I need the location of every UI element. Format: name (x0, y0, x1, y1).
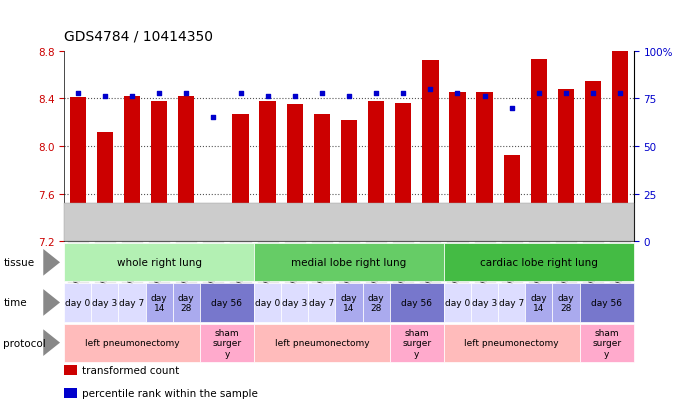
Bar (232, 114, 248, 242)
Point (398, 90, 409, 97)
Point (479, 94, 490, 100)
Text: day 0: day 0 (445, 298, 470, 307)
Point (126, 94, 138, 100)
Text: whole right lung: whole right lung (117, 258, 202, 268)
Bar (395, 104, 411, 242)
Point (262, 94, 273, 100)
Text: day
28: day 28 (558, 293, 574, 312)
Bar (530, 60, 547, 242)
Polygon shape (43, 249, 60, 276)
Text: day 7: day 7 (119, 298, 144, 307)
Text: left pneumonectomy: left pneumonectomy (84, 338, 179, 347)
Text: day 3: day 3 (472, 298, 497, 307)
Text: day 0: day 0 (65, 298, 91, 307)
Text: left pneumonectomy: left pneumonectomy (464, 338, 559, 347)
Text: day 3: day 3 (92, 298, 117, 307)
Bar (558, 90, 574, 242)
Point (615, 90, 626, 97)
Point (452, 90, 463, 97)
Bar (70, 98, 86, 242)
Point (533, 90, 544, 97)
Point (208, 115, 219, 121)
Polygon shape (43, 290, 60, 316)
Point (235, 90, 246, 97)
Point (72, 90, 83, 97)
Text: day 56: day 56 (211, 298, 242, 307)
Point (99, 94, 110, 100)
Point (560, 90, 572, 97)
Text: left pneumonectomy: left pneumonectomy (274, 338, 369, 347)
Bar (205, 209, 221, 242)
Bar (260, 102, 276, 242)
Point (425, 86, 436, 93)
Bar (368, 102, 385, 242)
Point (588, 90, 599, 97)
Text: GDS4784 / 10414350: GDS4784 / 10414350 (64, 29, 213, 43)
Bar (313, 114, 330, 242)
Point (506, 105, 517, 112)
Polygon shape (43, 330, 60, 356)
Bar (450, 93, 466, 242)
Point (316, 90, 327, 97)
Bar (287, 105, 303, 242)
Text: day
28: day 28 (368, 293, 385, 312)
Text: cardiac lobe right lung: cardiac lobe right lung (480, 258, 597, 268)
Text: day 7: day 7 (309, 298, 334, 307)
Text: sham
surger
y: sham surger y (402, 328, 431, 358)
Text: sham
surger
y: sham surger y (592, 328, 621, 358)
Text: transformed count: transformed count (82, 365, 179, 375)
Bar (97, 133, 113, 242)
Text: medial lobe right lung: medial lobe right lung (291, 258, 407, 268)
Point (343, 94, 355, 100)
Text: day
14: day 14 (530, 293, 547, 312)
Bar (124, 97, 140, 242)
Text: day 3: day 3 (282, 298, 307, 307)
Point (181, 90, 192, 97)
Point (371, 90, 382, 97)
Bar (585, 81, 601, 242)
Text: day 56: day 56 (401, 298, 432, 307)
Text: day
28: day 28 (178, 293, 195, 312)
Point (154, 90, 165, 97)
Text: day
14: day 14 (151, 293, 168, 312)
Text: day 0: day 0 (255, 298, 281, 307)
Bar (422, 61, 438, 242)
Bar (151, 102, 168, 242)
Text: sham
surger
y: sham surger y (212, 328, 242, 358)
Bar (477, 93, 493, 242)
Text: protocol: protocol (3, 338, 46, 348)
Bar (341, 121, 357, 242)
Text: tissue: tissue (3, 258, 35, 268)
Bar (612, 46, 628, 242)
Bar (178, 97, 195, 242)
Text: day 7: day 7 (499, 298, 524, 307)
Point (289, 94, 300, 100)
Bar (503, 156, 520, 242)
Text: time: time (3, 298, 27, 308)
Text: day
14: day 14 (341, 293, 357, 312)
Text: percentile rank within the sample: percentile rank within the sample (82, 388, 258, 398)
Text: day 56: day 56 (591, 298, 622, 307)
